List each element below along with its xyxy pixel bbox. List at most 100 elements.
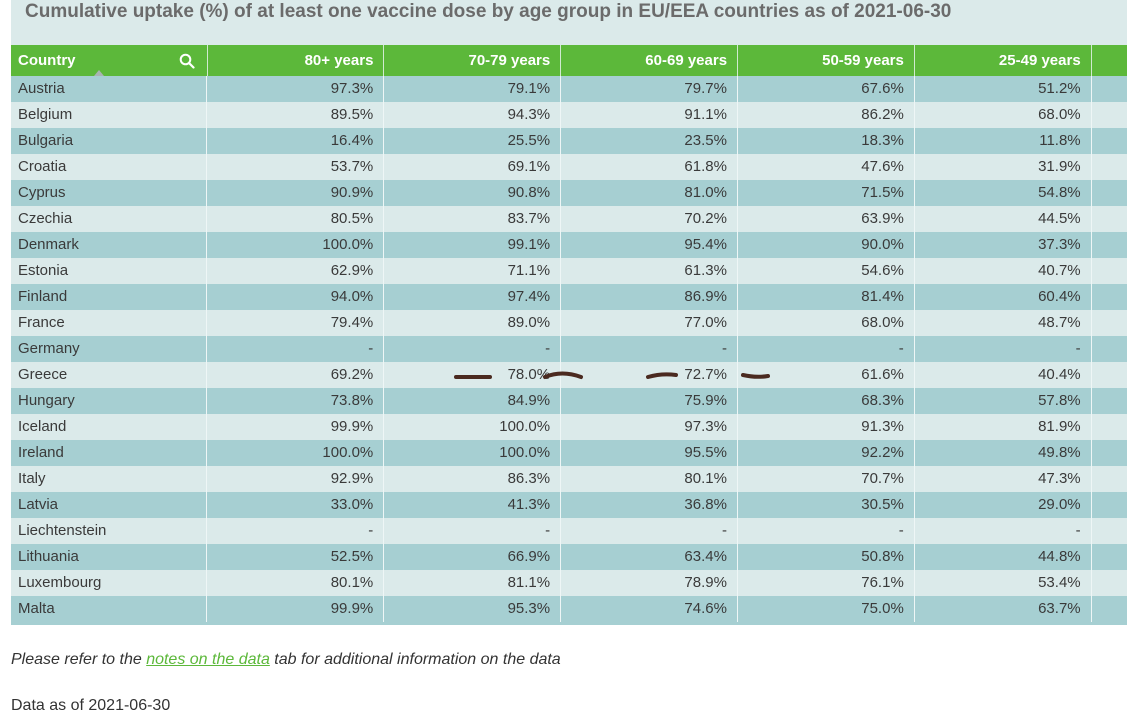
row-spacer — [1092, 492, 1127, 518]
cell-80plus: 89.5% — [207, 102, 385, 128]
cell-80plus: 79.4% — [207, 310, 385, 336]
cell-80plus: 69.2% — [207, 362, 385, 388]
cell-country: Czechia — [11, 206, 208, 232]
column-header-70-79[interactable]: 70-79 years — [384, 45, 562, 76]
row-spacer — [1092, 102, 1127, 128]
cell-80plus: 80.1% — [207, 570, 385, 596]
cell-70-79: 89.0% — [384, 310, 562, 336]
cell-70-79: 90.8% — [384, 180, 562, 206]
cell-25-49: 31.9% — [915, 154, 1092, 180]
row-spacer — [1092, 258, 1127, 284]
cell-country: Denmark — [11, 232, 208, 258]
cell-80plus: 73.8% — [207, 388, 385, 414]
table-row: Hungary 73.8% 84.9% 75.9% 68.3% 57.8% — [11, 388, 1127, 414]
cell-70-79: 81.1% — [384, 570, 562, 596]
column-header-50-59[interactable]: 50-59 years — [738, 45, 915, 76]
cell-25-49: - — [915, 336, 1092, 362]
row-spacer — [1092, 440, 1127, 466]
row-spacer — [1092, 284, 1127, 310]
cell-25-49: 60.4% — [915, 284, 1092, 310]
cell-70-79: 97.4% — [384, 284, 562, 310]
cell-50-59: 86.2% — [738, 102, 915, 128]
cell-50-59: 92.2% — [738, 440, 915, 466]
cell-60-69: 36.8% — [561, 492, 738, 518]
cell-60-69: 78.9% — [561, 570, 738, 596]
cell-50-59: 67.6% — [738, 76, 915, 102]
cell-60-69: 74.6% — [561, 596, 738, 622]
cell-country: Hungary — [11, 388, 208, 414]
cell-60-69: 23.5% — [561, 128, 738, 154]
cell-80plus: 53.7% — [207, 154, 385, 180]
table-bottom-border — [11, 622, 1127, 625]
data-as-of: Data as of 2021-06-30 — [11, 697, 171, 714]
cell-country: Belgium — [11, 102, 208, 128]
row-spacer — [1092, 466, 1127, 492]
table-row: Italy 92.9% 86.3% 80.1% 70.7% 47.3% — [11, 466, 1127, 492]
cell-80plus: 92.9% — [207, 466, 385, 492]
cell-50-59: 54.6% — [738, 258, 915, 284]
row-spacer — [1092, 336, 1127, 362]
column-header-25-49[interactable]: 25-49 years — [915, 45, 1092, 76]
cell-25-49: 68.0% — [915, 102, 1092, 128]
cell-70-79: 66.9% — [384, 544, 562, 570]
header-spacer — [1092, 45, 1127, 76]
table-row: Lithuania 52.5% 66.9% 63.4% 50.8% 44.8% — [11, 544, 1127, 570]
column-header-60-69[interactable]: 60-69 years — [561, 45, 739, 76]
cell-country: Germany — [11, 336, 208, 362]
cell-country: Iceland — [11, 414, 208, 440]
row-spacer — [1092, 518, 1127, 544]
row-spacer — [1092, 362, 1127, 388]
cell-70-79: 25.5% — [384, 128, 562, 154]
cell-25-49: - — [915, 518, 1092, 544]
cell-80plus: 99.9% — [207, 596, 385, 622]
cell-25-49: 11.8% — [915, 128, 1092, 154]
cell-70-79: 99.1% — [384, 232, 562, 258]
cell-25-49: 49.8% — [915, 440, 1092, 466]
table-row: Austria 97.3% 79.1% 79.7% 67.6% 51.2% — [11, 76, 1127, 102]
note-text-after: tab for additional information on the da… — [269, 651, 561, 668]
cell-50-59: 30.5% — [738, 492, 915, 518]
cell-70-79: 69.1% — [384, 154, 562, 180]
row-spacer — [1092, 154, 1127, 180]
cell-25-49: 37.3% — [915, 232, 1092, 258]
cell-80plus: 16.4% — [207, 128, 385, 154]
cell-80plus: 80.5% — [207, 206, 385, 232]
cell-60-69: 95.4% — [561, 232, 738, 258]
cell-80plus: 62.9% — [207, 258, 385, 284]
cell-25-49: 44.8% — [915, 544, 1092, 570]
cell-country: Lithuania — [11, 544, 208, 570]
cell-60-69: 61.8% — [561, 154, 738, 180]
cell-70-79: 41.3% — [384, 492, 562, 518]
data-note: Please refer to the notes on the data ta… — [11, 651, 561, 669]
table-header: Country 80+ years 70-79 years 60-69 year… — [11, 45, 1127, 76]
cell-25-49: 53.4% — [915, 570, 1092, 596]
cell-50-59: - — [738, 518, 915, 544]
cell-25-49: 63.7% — [915, 596, 1092, 622]
cell-25-49: 40.4% — [915, 362, 1092, 388]
cell-70-79: 83.7% — [384, 206, 562, 232]
cell-25-49: 47.3% — [915, 466, 1092, 492]
cell-60-69: - — [561, 336, 738, 362]
table-row: Germany - - - - - — [11, 336, 1127, 362]
cell-25-49: 40.7% — [915, 258, 1092, 284]
cell-70-79: 71.1% — [384, 258, 562, 284]
page-title: Cumulative uptake (%) of at least one va… — [25, 1, 952, 22]
cell-80plus: 100.0% — [207, 440, 385, 466]
cell-50-59: 50.8% — [738, 544, 915, 570]
row-spacer — [1092, 414, 1127, 440]
cell-50-59: 81.4% — [738, 284, 915, 310]
note-text-before: Please refer to the — [11, 651, 147, 668]
search-icon[interactable] — [179, 53, 195, 69]
notes-on-data-link[interactable]: notes on the data — [146, 651, 270, 668]
cell-60-69: 86.9% — [561, 284, 738, 310]
table-row: Denmark 100.0% 99.1% 95.4% 90.0% 37.3% — [11, 232, 1127, 258]
column-header-80plus[interactable]: 80+ years — [208, 45, 385, 76]
cell-80plus: - — [207, 336, 385, 362]
cell-country: Liechtenstein — [11, 518, 208, 544]
column-header-country[interactable]: Country — [11, 45, 208, 76]
cell-50-59: 68.3% — [738, 388, 915, 414]
sort-ascending-icon — [94, 70, 104, 76]
cell-25-49: 81.9% — [915, 414, 1092, 440]
cell-50-59: 47.6% — [738, 154, 915, 180]
cell-60-69: 95.5% — [561, 440, 738, 466]
